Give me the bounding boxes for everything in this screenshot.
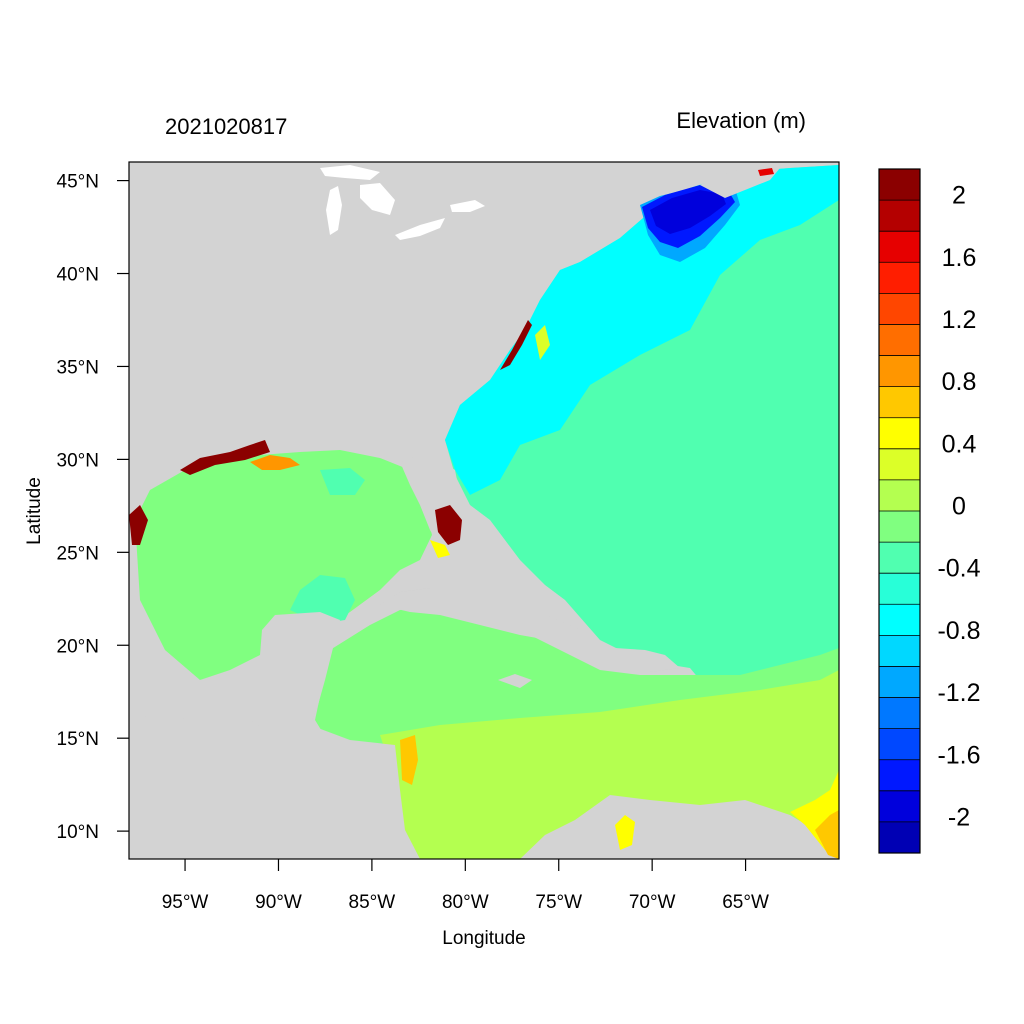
cuba-land bbox=[380, 588, 590, 642]
colorbar bbox=[878, 168, 921, 854]
lon-tick-label: 90°W bbox=[255, 892, 302, 913]
colorbar-bin bbox=[879, 821, 920, 854]
maracaibo-high bbox=[615, 815, 635, 850]
colorbar-bin bbox=[879, 573, 920, 605]
lat-tick-label: 35°N bbox=[57, 357, 99, 378]
south-florida-inundation bbox=[435, 505, 462, 545]
colorbar-label: 2 bbox=[952, 182, 966, 210]
gulf-teal-patch-south bbox=[290, 575, 355, 624]
lake-superior bbox=[320, 165, 380, 180]
colorbar-bin bbox=[879, 386, 920, 419]
variable-title: Elevation (m) bbox=[676, 108, 806, 133]
colorbar-bin bbox=[879, 200, 920, 232]
lat-tick-label: 25°N bbox=[57, 543, 99, 564]
louisiana-coast-high bbox=[250, 455, 300, 470]
gulf-of-maine-deepest bbox=[650, 190, 726, 234]
colorbar-label: -0.4 bbox=[937, 555, 980, 583]
gulf-coast-inundation bbox=[180, 440, 270, 475]
east-coast-inundation bbox=[500, 320, 532, 370]
colorbar-bin bbox=[879, 666, 920, 699]
colorbar-bin bbox=[879, 759, 920, 792]
lake-michigan bbox=[326, 186, 342, 235]
colorbar-bin bbox=[879, 293, 920, 325]
lon-tick-label: 95°W bbox=[162, 892, 209, 913]
venezuela-coastal-orange bbox=[815, 810, 839, 859]
timestamp-title: 2021020817 bbox=[165, 114, 287, 139]
colorbar-label: 0 bbox=[952, 493, 966, 521]
gulf-teal-patch-north bbox=[320, 468, 365, 495]
jamaica-land bbox=[498, 674, 532, 688]
northeast-high bbox=[758, 168, 774, 176]
nicaragua-coast-high bbox=[400, 735, 418, 785]
shelf-cyan-band bbox=[445, 165, 839, 495]
y-axis-label: Latitude bbox=[24, 477, 45, 545]
chesapeake-high bbox=[535, 325, 550, 360]
colorbar-label: -2 bbox=[948, 803, 970, 831]
colorbar-bin bbox=[879, 604, 920, 636]
colorbar-bin bbox=[879, 231, 920, 263]
colorbar-labels: 2 1.6 1.2 0.8 0.4 0 -0.4 -0.8 -1.2 -1.6 -2 bbox=[937, 182, 980, 832]
lat-tick-label: 10°N bbox=[57, 822, 99, 843]
gulf-of-mexico bbox=[135, 450, 432, 680]
lat-tick-label: 30°N bbox=[57, 450, 99, 471]
lon-tick-label: 85°W bbox=[349, 892, 396, 913]
lat-tick-label: 20°N bbox=[57, 636, 99, 657]
colorbar-label: 1.6 bbox=[942, 244, 977, 272]
florida-keys-high bbox=[430, 540, 450, 558]
x-axis-label: Longitude bbox=[442, 928, 525, 949]
colorbar-bin bbox=[879, 479, 920, 512]
lon-tick-label: 65°W bbox=[722, 892, 769, 913]
colorbar-bin bbox=[879, 635, 920, 667]
colorbar-bin bbox=[879, 728, 920, 761]
colorbar-bin bbox=[879, 417, 920, 450]
colorbar-label: 0.4 bbox=[942, 430, 977, 458]
colorbar-bin bbox=[879, 324, 920, 357]
colorbar-label: -1.6 bbox=[937, 741, 980, 769]
colorbar-label: -1.2 bbox=[937, 679, 980, 707]
lat-tick-label: 40°N bbox=[57, 265, 99, 286]
hispaniola-land bbox=[595, 648, 680, 672]
colorbar-bin bbox=[879, 262, 920, 294]
south-america-land bbox=[520, 795, 839, 859]
colorbar-bin bbox=[879, 542, 920, 574]
lake-huron bbox=[360, 183, 395, 215]
longitude-ticks: 95°W 90°W 85°W 80°W 75°W 70°W 65°W bbox=[162, 859, 769, 913]
plot-frame bbox=[128, 161, 840, 860]
yucatan-land bbox=[200, 612, 340, 740]
colorbar-bin bbox=[879, 697, 920, 730]
colorbar-bin bbox=[879, 511, 920, 543]
colorbar-bin bbox=[879, 169, 920, 201]
latitude-ticks: 45°N 40°N 35°N 30°N 25°N 20°N 15°N 10°N bbox=[57, 172, 129, 843]
lake-ontario bbox=[450, 200, 485, 212]
lat-tick-label: 45°N bbox=[57, 172, 99, 193]
lon-tick-label: 70°W bbox=[629, 892, 676, 913]
lake-erie bbox=[395, 218, 445, 240]
colorbar-label: 0.8 bbox=[942, 368, 977, 396]
lon-tick-label: 80°W bbox=[442, 892, 489, 913]
colorbar-frame bbox=[878, 168, 921, 854]
map-plot-area bbox=[129, 162, 839, 859]
texas-coast-inundation bbox=[129, 505, 148, 545]
colorbar-label: 1.2 bbox=[942, 306, 977, 334]
colorbar-bin bbox=[879, 355, 920, 388]
lon-tick-label: 75°W bbox=[535, 892, 582, 913]
central-america-land bbox=[129, 715, 420, 859]
colorbar-label: -0.8 bbox=[937, 617, 980, 645]
colorbar-bin bbox=[879, 448, 920, 481]
colorbar-bin bbox=[879, 790, 920, 823]
lat-tick-label: 15°N bbox=[57, 729, 99, 750]
